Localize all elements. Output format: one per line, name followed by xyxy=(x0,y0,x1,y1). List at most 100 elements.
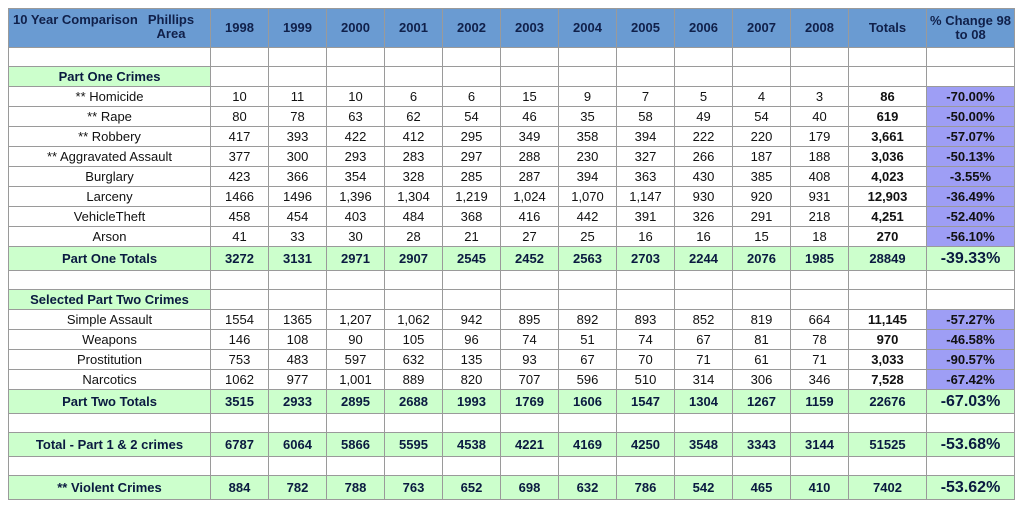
cell: 977 xyxy=(268,369,327,390)
cell: 326 xyxy=(674,206,733,227)
cell: 270 xyxy=(848,226,927,247)
cell: 63 xyxy=(326,106,385,127)
cell: -53.62% xyxy=(926,475,1015,500)
cell: 300 xyxy=(268,146,327,167)
cell: 218 xyxy=(790,206,849,227)
cell: 16 xyxy=(616,226,675,247)
cell: 366 xyxy=(268,166,327,187)
cell xyxy=(616,66,675,87)
cell: 707 xyxy=(500,369,559,390)
header-cell: 2004 xyxy=(558,8,617,48)
header-cell: 10 Year Comparison Phillips Area xyxy=(8,8,211,48)
cell xyxy=(8,413,211,433)
cell: 30 xyxy=(326,226,385,247)
cell xyxy=(558,47,617,67)
row-label: ** Aggravated Assault xyxy=(8,146,211,167)
cell: 1,304 xyxy=(384,186,443,207)
header-cell: 2008 xyxy=(790,8,849,48)
cell: 291 xyxy=(732,206,791,227)
cell: 1159 xyxy=(790,389,849,414)
cell xyxy=(8,270,211,290)
cell: -67.03% xyxy=(926,389,1015,414)
cell: 62 xyxy=(384,106,443,127)
section-row: Selected Part Two Crimes xyxy=(8,289,1015,310)
header-cell: 2006 xyxy=(674,8,733,48)
cell: 753 xyxy=(210,349,269,370)
cell xyxy=(790,66,849,87)
cell xyxy=(926,270,1015,290)
cell xyxy=(616,47,675,67)
cell: 346 xyxy=(790,369,849,390)
cell: 412 xyxy=(384,126,443,147)
cell: 892 xyxy=(558,309,617,330)
cell: 285 xyxy=(442,166,501,187)
cell: 931 xyxy=(790,186,849,207)
cell: 942 xyxy=(442,309,501,330)
cell: 28849 xyxy=(848,246,927,271)
blank-row xyxy=(8,47,1015,67)
data-row: Weapons 146 108 90 105 96 74 51 74 67 81 78 970 -46.5… xyxy=(8,329,1015,350)
cell: 632 xyxy=(558,475,617,500)
cell xyxy=(384,456,443,476)
cell: 1547 xyxy=(616,389,675,414)
cell: 51 xyxy=(558,329,617,350)
cell: 422 xyxy=(326,126,385,147)
cell: -46.58% xyxy=(926,329,1015,350)
cell: 1985 xyxy=(790,246,849,271)
row-label: Total - Part 1 & 2 crimes xyxy=(8,432,211,457)
cell xyxy=(848,47,927,67)
cell: 108 xyxy=(268,329,327,350)
cell xyxy=(926,47,1015,67)
cell: 5 xyxy=(674,86,733,107)
cell xyxy=(500,47,559,67)
data-row: ** Aggravated Assault 377 300 293 283 297 288 2… xyxy=(8,146,1015,167)
blank-row xyxy=(8,413,1015,433)
cell: 884 xyxy=(210,475,269,500)
cell: 3,033 xyxy=(848,349,927,370)
cell: 893 xyxy=(616,309,675,330)
cell xyxy=(616,413,675,433)
cell: 454 xyxy=(268,206,327,227)
cell: 889 xyxy=(384,369,443,390)
cell: 2076 xyxy=(732,246,791,271)
cell: 6064 xyxy=(268,432,327,457)
cell xyxy=(790,456,849,476)
cell: 3131 xyxy=(268,246,327,271)
cell: 3343 xyxy=(732,432,791,457)
totals-row: Total - Part 1 & 2 crimes 6787 6064 5866 559… xyxy=(8,432,1015,457)
cell: 4,251 xyxy=(848,206,927,227)
cell: 10 xyxy=(210,86,269,107)
cell: 483 xyxy=(268,349,327,370)
cell: 416 xyxy=(500,206,559,227)
cell: 358 xyxy=(558,126,617,147)
header-cell: 2007 xyxy=(732,8,791,48)
cell: 328 xyxy=(384,166,443,187)
cell: -39.33% xyxy=(926,246,1015,271)
cell xyxy=(326,270,385,290)
cell: 698 xyxy=(500,475,559,500)
cell: 33 xyxy=(268,226,327,247)
row-label: Part Two Totals xyxy=(8,389,211,414)
cell: 1062 xyxy=(210,369,269,390)
cell: 71 xyxy=(674,349,733,370)
cell: 4169 xyxy=(558,432,617,457)
cell: 28 xyxy=(384,226,443,247)
cell: -53.68% xyxy=(926,432,1015,457)
cell: 4,023 xyxy=(848,166,927,187)
cell: 1466 xyxy=(210,186,269,207)
cell: 51525 xyxy=(848,432,927,457)
cell xyxy=(616,289,675,310)
cell: 222 xyxy=(674,126,733,147)
cell: 287 xyxy=(500,166,559,187)
cell: 458 xyxy=(210,206,269,227)
data-row: ** Rape 80 78 63 62 54 46 35 58 49 54 40 619 -50.00% xyxy=(8,106,1015,127)
cell: 96 xyxy=(442,329,501,350)
cell: 394 xyxy=(616,126,675,147)
cell: -3.55% xyxy=(926,166,1015,187)
cell: 510 xyxy=(616,369,675,390)
cell: 58 xyxy=(616,106,675,127)
cell: 306 xyxy=(732,369,791,390)
cell: 970 xyxy=(848,329,927,350)
cell: 2452 xyxy=(500,246,559,271)
cell: 70 xyxy=(616,349,675,370)
